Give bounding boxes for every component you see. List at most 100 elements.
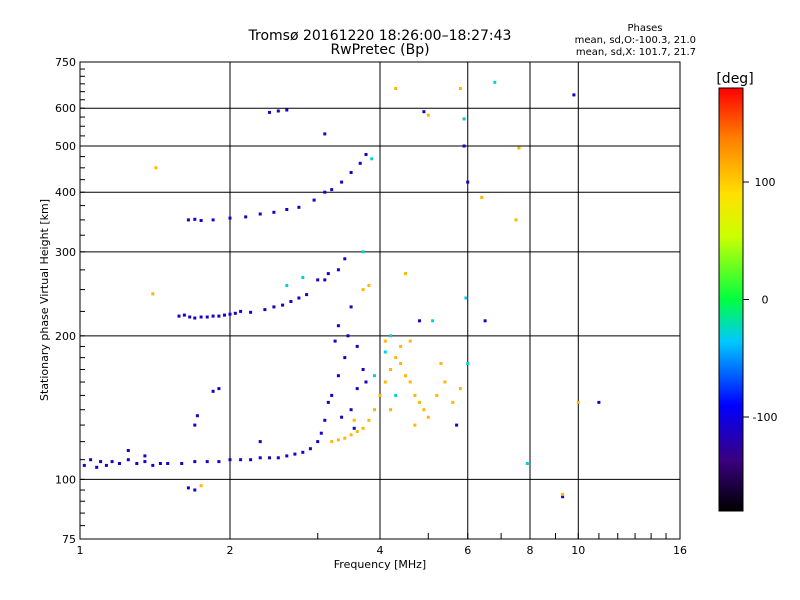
data-point [281,303,285,307]
data-point [336,438,340,442]
data-point [561,492,565,496]
data-point [249,458,253,462]
data-point [151,463,155,467]
data-point [336,324,340,328]
y-tick-label: 750 [55,56,76,69]
data-point [217,387,221,391]
colorbar-ticks: 100 0 -100 [743,176,777,424]
data-point [340,415,344,419]
data-point [572,93,576,97]
data-point [135,462,139,465]
data-point [561,495,565,499]
data-point [258,456,262,460]
data-point [276,456,280,460]
data-point [182,313,186,317]
data-point [330,188,334,192]
data-point [451,400,455,404]
data-point [301,450,305,454]
data-point [439,362,443,365]
data-point [193,217,197,221]
colorbar-tick-label: 0 [762,294,769,307]
data-point [217,460,221,464]
data-point [228,216,232,220]
x-tick-label: 4 [377,544,384,557]
y-tick-label: 200 [55,330,76,343]
data-point [455,423,459,427]
data-point [285,284,289,287]
data-point [466,180,470,184]
data-point [319,431,323,435]
data-point [431,319,435,323]
data-point [389,334,393,338]
y-tick-label: 75 [62,533,76,546]
data-point [383,350,387,354]
data-point [316,440,320,444]
data-point [352,426,356,430]
data-point [193,423,197,427]
data-point [361,426,365,430]
data-point [466,362,470,365]
data-point [418,400,421,404]
data-point [349,408,353,412]
data-point [378,393,382,397]
data-point [276,109,280,113]
data-point [258,440,262,444]
data-point [316,278,320,282]
data-point [323,190,327,194]
x-tick-label: 1 [77,544,84,557]
data-point [110,460,114,464]
data-point [211,314,215,318]
chart-title: Tromsø 20161220 18:26:00–18:27:43 [248,28,512,44]
data-point [263,308,267,312]
data-point [517,146,521,150]
y-tick-label: 300 [55,246,76,259]
data-point [422,408,426,412]
grid-lines [80,62,680,539]
y-tick-label: 600 [55,102,76,115]
data-point [355,387,359,391]
data-point [205,315,209,319]
data-point [244,215,248,219]
data-point [361,288,365,292]
data-point [597,400,601,404]
data-point [352,418,356,422]
data-point [249,310,253,314]
data-point [199,484,203,488]
colorbar-tick-label: 100 [755,176,776,189]
data-point [343,257,347,261]
data-point [370,157,374,161]
data-point [404,272,407,276]
data-point [126,458,130,462]
stats-line-o: mean, sd,O:-100.3, 21.0 [575,35,696,46]
data-point [301,276,305,279]
data-point [188,315,192,319]
data-point [408,380,412,384]
data-point [272,305,276,309]
data-point [408,339,412,343]
data-point [394,87,398,90]
data-point [399,362,403,365]
data-point [418,319,421,323]
data-point [293,452,297,456]
data-point [205,460,209,464]
data-point [193,488,197,492]
data-point [118,462,121,465]
data-point [268,456,271,460]
x-axis-ticks: 1 2 4 6 8 10 16 [77,533,687,557]
data-point [166,462,170,465]
data-point [323,418,327,422]
data-point [493,80,497,84]
data-point [361,250,365,254]
data-point [285,208,289,211]
data-point [340,180,344,184]
y-axis-ticks: 75 100 200 300 400 500 600 750 [55,56,85,546]
data-point [364,380,368,384]
colorbar [718,87,744,512]
data-point [199,219,203,222]
data-point [389,368,393,371]
x-tick-label: 10 [571,544,585,557]
data-point [330,393,334,397]
data-point [211,218,215,222]
data-point [195,414,199,418]
data-point [268,110,271,114]
